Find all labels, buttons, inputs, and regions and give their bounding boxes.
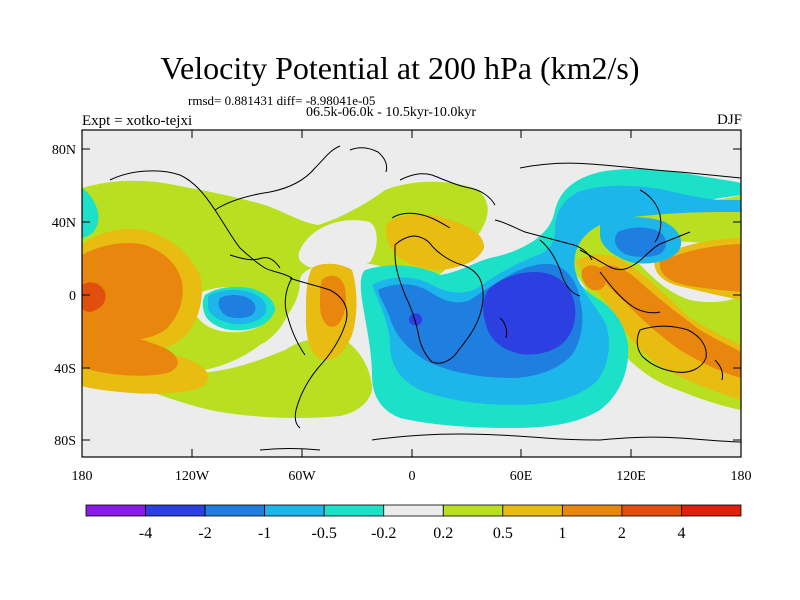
colorbar-labels: -4 -2 -1 -0.5 -0.2 0.2 0.5 1 2 4	[139, 525, 686, 542]
lat-ticks	[82, 148, 741, 441]
colorbar-swatch	[85, 504, 146, 517]
lat-label: 0	[69, 289, 76, 304]
lat-label: 40S	[54, 362, 76, 377]
colorbar-label: 0.5	[493, 525, 513, 542]
lon-ticks	[81, 130, 742, 457]
colorbar-swatch	[561, 504, 623, 517]
lon-label: 0	[409, 469, 416, 484]
colorbar-label: 1	[558, 525, 566, 542]
colorbar-swatch	[204, 504, 266, 517]
colorbar-label: -0.2	[371, 525, 396, 542]
lon-label: 60W	[288, 469, 316, 484]
colorbar-label: 2	[618, 525, 626, 542]
lon-label: 60E	[510, 469, 533, 484]
coastlines	[109, 145, 741, 451]
period-text: 06.5k-06.0k - 10.5kyr-10.0kyr	[306, 105, 477, 120]
colorbar	[85, 504, 742, 517]
lon-label: 120E	[616, 469, 646, 484]
lat-label: 40N	[52, 216, 76, 231]
experiment-label: Expt = xotko-tejxi	[82, 113, 193, 129]
colorbar-swatch	[323, 504, 385, 517]
colorbar-label: -0.5	[312, 525, 337, 542]
colorbar-label: 4	[677, 525, 685, 542]
colorbar-swatch	[621, 504, 682, 517]
colorbar-swatch	[681, 504, 742, 517]
lon-label: 180	[72, 469, 93, 484]
stats-text: rmsd= 0.881431 diff= -8.98041e-05	[188, 93, 376, 108]
lon-label: 120W	[175, 469, 210, 484]
colorbar-swatch	[502, 504, 563, 517]
colorbar-swatch	[264, 504, 325, 517]
colorbar-label: -2	[198, 525, 211, 542]
chart-title: Velocity Potential at 200 hPa (km2/s)	[160, 50, 640, 86]
lat-label: 80S	[54, 434, 76, 449]
lat-label: 80N	[52, 143, 76, 158]
velocity-potential-field	[82, 130, 741, 457]
colorbar-swatch	[145, 504, 206, 517]
colorbar-label: 0.2	[433, 525, 453, 542]
lon-label: 180	[731, 469, 752, 484]
colorbar-label: -1	[258, 525, 271, 542]
colorbar-label: -4	[139, 525, 152, 542]
colorbar-swatch	[442, 504, 504, 517]
season-label: DJF	[716, 112, 742, 128]
colorbar-swatch	[383, 504, 444, 517]
